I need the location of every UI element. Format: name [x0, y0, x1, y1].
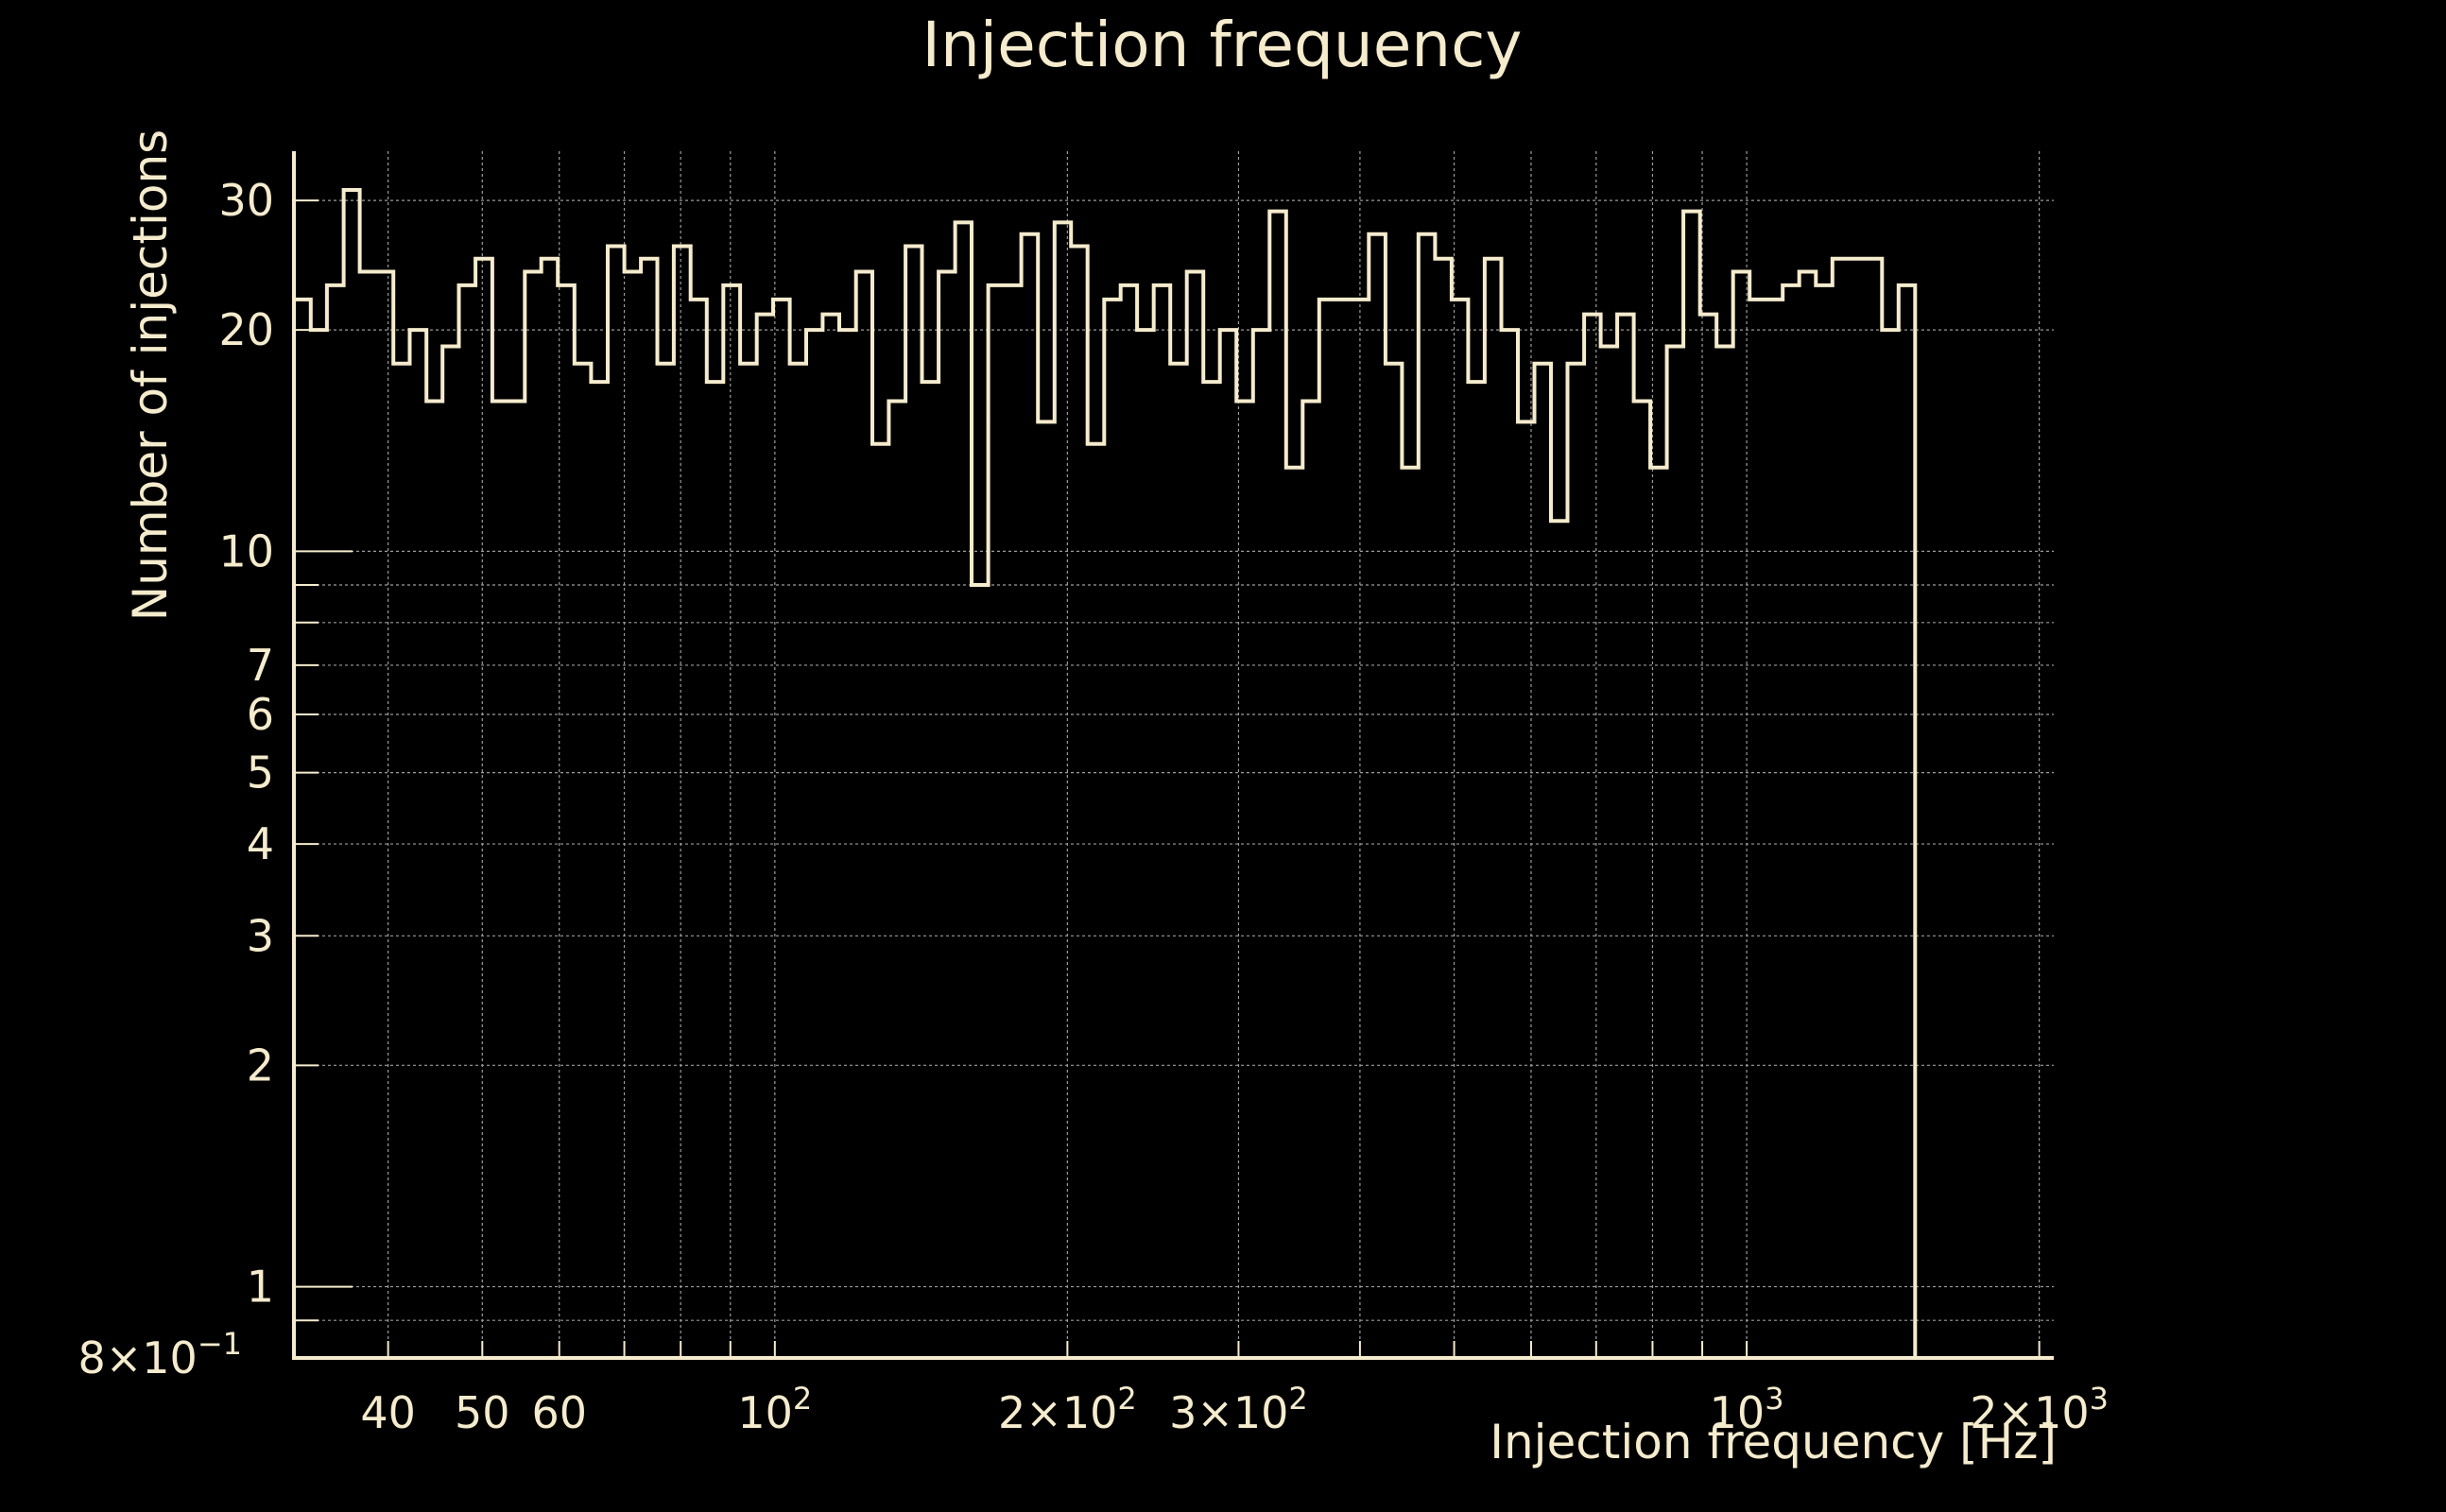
y-tick-label: 1 — [247, 1262, 274, 1313]
x-tick-label: 50 — [455, 1387, 510, 1438]
y-tick-label: 7 — [247, 640, 274, 691]
x-tick-label: 2×103 — [1970, 1381, 2109, 1438]
chart-title: Injection frequency — [922, 9, 1523, 81]
histogram-series — [294, 188, 1932, 1360]
x-tick-labels: 40 50 60 102 2×102 3×102 103 2×103 — [360, 1381, 2109, 1438]
y-tick-label: 5 — [247, 747, 274, 799]
x-tick-label: 40 — [360, 1387, 416, 1438]
y-tick-label: 8×10−1 — [78, 1326, 242, 1383]
y-tick-label: 2 — [247, 1040, 274, 1091]
y-axis-label: Number of injections — [123, 129, 178, 621]
grid-lines — [294, 151, 2054, 1358]
y-tick-label: 10 — [218, 525, 274, 576]
x-tick-label: 2×102 — [998, 1381, 1137, 1438]
axes — [292, 151, 2054, 1360]
y-tick-label: 4 — [247, 818, 274, 869]
x-tick-label: 103 — [1710, 1381, 1784, 1438]
x-tick-label: 60 — [531, 1387, 587, 1438]
x-axis-label: Injection frequency [Hz] — [1490, 1415, 2057, 1469]
y-tick-label: 30 — [218, 175, 274, 226]
y-tick-label: 6 — [247, 689, 274, 740]
y-tick-label: 3 — [247, 910, 274, 961]
y-tick-labels: 8×10−11 2 3 4 5 67 10 20 30 — [78, 175, 274, 1383]
x-tick-label: 3×102 — [1169, 1381, 1308, 1438]
y-tick-label: 20 — [218, 304, 274, 355]
